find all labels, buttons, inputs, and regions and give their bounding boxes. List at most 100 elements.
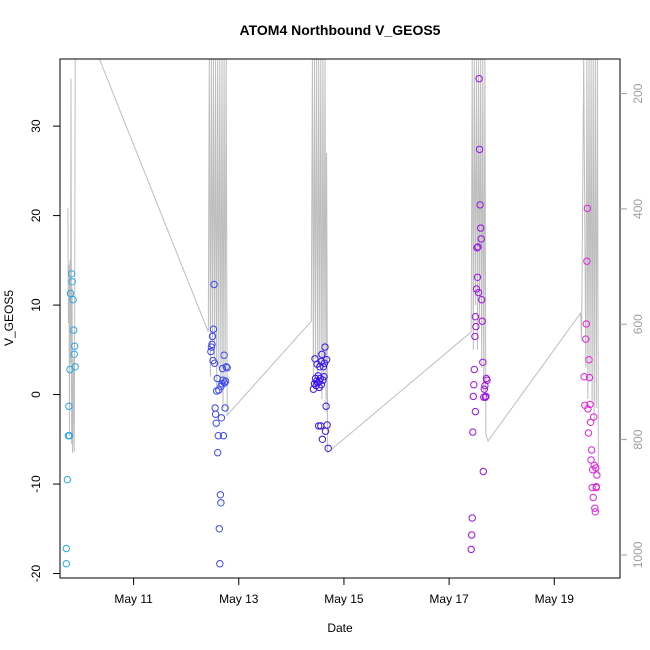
data-point (592, 483, 600, 492)
data-point (584, 429, 593, 437)
data-point (320, 373, 328, 381)
x-tick-label: May 15 (324, 592, 364, 606)
data-point (587, 456, 595, 464)
data-point (318, 350, 326, 358)
data-point (471, 332, 479, 341)
scatter-points (62, 75, 601, 568)
data-point (207, 347, 215, 356)
x-tick-label: May 19 (535, 592, 575, 606)
y-axis-label: V_GEOS5 (2, 290, 16, 346)
data-point (217, 499, 225, 507)
y-tick-label: -10 (29, 475, 43, 493)
data-point (71, 342, 79, 350)
y-tick-label: 30 (29, 119, 43, 133)
data-point (207, 343, 216, 351)
data-point (468, 531, 476, 539)
data-point (68, 278, 76, 286)
data-point (216, 560, 224, 568)
data-point (315, 422, 323, 430)
data-point (222, 363, 230, 371)
data-point (483, 376, 491, 384)
data-point (210, 359, 219, 367)
data-point (62, 544, 71, 553)
y2-tick-label: 200 (631, 83, 645, 103)
x-tick-label: May 17 (429, 592, 469, 606)
data-point (65, 432, 74, 440)
data-point (468, 514, 476, 522)
x-tick-label: May 13 (219, 592, 259, 606)
data-point (480, 385, 488, 393)
x-axis: May 11 May 13 May 15 May 17 May 19 (114, 578, 574, 606)
data-point (217, 414, 226, 422)
data-point (587, 446, 596, 454)
data-point (586, 418, 595, 426)
data-point (211, 410, 220, 418)
data-point (580, 373, 588, 381)
data-point (469, 392, 477, 401)
data-point (471, 407, 480, 416)
data-point (321, 343, 329, 351)
flight-series-5 (580, 204, 601, 516)
data-point (591, 504, 599, 512)
data-point (71, 363, 79, 371)
data-point (585, 356, 593, 364)
data-point (319, 376, 327, 384)
x-tick-label: May 11 (114, 592, 153, 606)
data-point (212, 419, 220, 427)
data-point (221, 404, 229, 412)
data-point (473, 244, 481, 252)
plot-frame (59, 58, 621, 579)
data-point (582, 320, 590, 328)
data-point (323, 421, 331, 429)
data-point (593, 471, 601, 479)
data-point (590, 413, 598, 421)
data-point (219, 432, 228, 440)
data-point (215, 386, 223, 394)
data-point (470, 365, 478, 374)
data-point (210, 280, 218, 289)
data-point (66, 289, 75, 298)
y2-tick-label: 800 (631, 429, 645, 449)
data-point (588, 483, 596, 492)
y2-tick-label: 600 (631, 314, 645, 334)
data-point (70, 326, 78, 334)
data-point (478, 317, 486, 325)
data-point (215, 525, 224, 533)
data-point (67, 270, 76, 278)
data-point (70, 350, 78, 358)
y-tick-label: -20 (29, 565, 43, 583)
data-point (223, 364, 231, 372)
data-point (316, 363, 324, 371)
data-point (475, 75, 483, 83)
data-point (318, 435, 327, 443)
plot-area (62, 59, 601, 568)
data-point (324, 444, 332, 452)
data-point (469, 428, 477, 436)
data-point (317, 381, 325, 389)
data-point (477, 224, 485, 232)
data-point (319, 363, 328, 371)
data-point (479, 358, 487, 366)
data-point (322, 402, 330, 410)
flight-series-4 (467, 75, 491, 554)
data-point (322, 356, 331, 364)
y-tick-label: 10 (29, 298, 43, 312)
data-point (592, 464, 600, 472)
secondary-y-axis: 200 400 600 800 1000 (620, 83, 645, 568)
pressure-line (67, 59, 599, 476)
data-point (218, 364, 227, 373)
flight-series-3 (309, 343, 332, 452)
data-point (482, 392, 490, 401)
data-point (585, 373, 594, 382)
data-point (471, 313, 480, 321)
data-point (470, 381, 478, 389)
data-point (65, 402, 73, 410)
data-point (220, 351, 228, 359)
y-axis: -20 -10 0 10 20 30 (29, 119, 60, 582)
data-point (208, 332, 217, 341)
data-point (583, 257, 591, 265)
data-point (474, 243, 482, 251)
flight-series-2 (207, 280, 231, 568)
data-point (478, 296, 486, 304)
